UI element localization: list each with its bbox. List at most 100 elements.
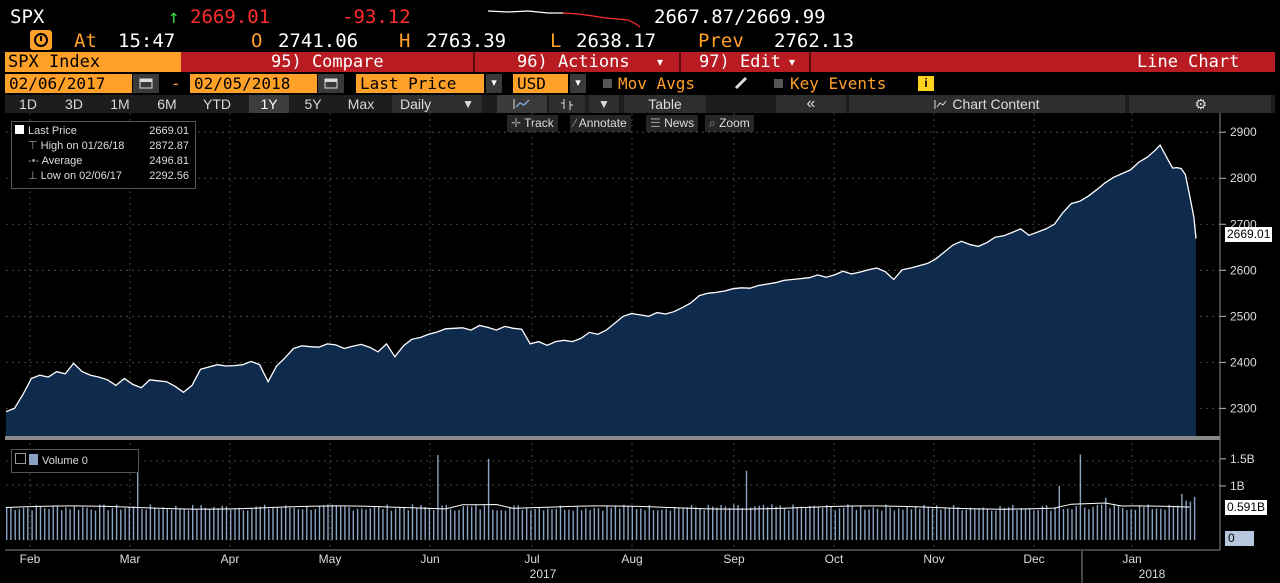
volume-bar (876, 508, 879, 540)
volume-bar (1024, 509, 1027, 540)
chart-style-dropdown-icon[interactable]: ▼ (589, 95, 619, 113)
high-marker-icon: ⊤ (28, 140, 41, 152)
period-tab-3d[interactable]: 3D (65, 96, 83, 112)
volume-bar (137, 456, 139, 540)
frequency-selector[interactable]: Daily ▼ (392, 95, 482, 113)
track-tool[interactable]: ✛ Track (507, 115, 558, 132)
volume-bar (170, 509, 173, 540)
table-button[interactable]: Table (624, 95, 706, 113)
volume-bar (864, 509, 866, 540)
volume-bar (1181, 494, 1183, 540)
end-calendar-icon[interactable] (318, 74, 344, 93)
field-selector[interactable]: Last Price (356, 74, 484, 93)
volume-bar (1084, 507, 1086, 540)
volume-bar (910, 509, 913, 540)
period-tab-5y[interactable]: 5Y (304, 96, 322, 112)
period-tab-6m[interactable]: 6M (157, 96, 177, 112)
volume-bar (657, 510, 659, 540)
volume-bar (551, 509, 553, 540)
pencil-icon[interactable] (734, 76, 748, 90)
volume-bar (378, 506, 380, 540)
volume-bar (991, 510, 993, 540)
alert-icon[interactable] (30, 30, 52, 50)
x-axis-ticks: Feb Mar Apr May Jun Jul Aug Sep Oct Nov Dec Jan 2017… (20, 551, 1166, 583)
volume-bar (204, 507, 207, 540)
volume-bar (221, 505, 223, 540)
volume-bar (1126, 510, 1128, 540)
volume-bar (77, 509, 80, 540)
volume-bar (940, 509, 942, 540)
edit-dropdown-icon[interactable]: ▾ (789, 55, 796, 69)
start-calendar-icon[interactable] (133, 74, 159, 93)
x-tick-month: Mar (120, 552, 141, 566)
field-dropdown-icon[interactable]: ▾ (486, 74, 502, 93)
legend-last-value: 2669.01 (149, 125, 189, 137)
actions-menu[interactable]: 96) Actions (517, 52, 630, 72)
volume-bar (483, 505, 486, 540)
volume-bar (411, 504, 414, 540)
volume-bar (509, 507, 511, 540)
volume-bar (580, 510, 583, 540)
edit-menu[interactable]: 97) Edit (699, 52, 781, 72)
volume-bar (995, 510, 997, 540)
volume-bar (572, 510, 574, 540)
security-field[interactable]: SPX Index (5, 52, 181, 72)
volume-bar (44, 508, 46, 540)
volume-bar (369, 508, 371, 540)
period-tab-1d[interactable]: 1D (19, 96, 37, 112)
info-icon[interactable]: i (918, 76, 934, 91)
x-tick-month: Oct (825, 552, 844, 566)
news-tool[interactable]: ☰ News (646, 115, 699, 132)
collapse-toggle-icon[interactable] (15, 453, 26, 464)
volume-bar (961, 510, 963, 540)
volume-bar (132, 506, 135, 540)
chart-content-button[interactable]: Chart Content (849, 95, 1125, 113)
settings-button[interactable]: ⚙ (1129, 95, 1271, 113)
volume-bar (555, 508, 557, 540)
volume-bar (1117, 505, 1120, 540)
chart-content-icon (934, 100, 947, 109)
up-arrow-icon: ↑ (168, 6, 180, 28)
key-events-label[interactable]: Key Events (790, 74, 887, 93)
fn-separator (679, 52, 681, 72)
bar-chart-button[interactable] (549, 95, 585, 113)
volume-bar (969, 507, 972, 540)
volume-bar (407, 510, 409, 540)
period-tab-1m[interactable]: 1M (110, 96, 130, 112)
volume-bar (293, 507, 295, 540)
volume-bar (466, 506, 469, 540)
line-chart-button[interactable] (497, 95, 547, 113)
volume-bar (1016, 510, 1018, 540)
currency-selector[interactable]: USD (513, 74, 568, 93)
actions-dropdown-icon[interactable]: ▾ (657, 55, 664, 69)
volume-bar (758, 505, 760, 540)
price-line (5, 143, 1197, 413)
track-label: Track (524, 116, 554, 130)
compare-button[interactable]: 95) Compare (271, 52, 384, 72)
period-tab-1y[interactable]: 1Y (249, 95, 289, 113)
volume-bar (242, 510, 245, 540)
collapse-left-icon[interactable]: « (776, 95, 846, 113)
mov-avgs-label[interactable]: Mov Avgs (618, 74, 696, 93)
chart-type-label[interactable]: Line Chart (1137, 52, 1240, 72)
period-tab-max[interactable]: Max (347, 96, 375, 112)
volume-bar (462, 506, 464, 540)
volume-bar (10, 507, 12, 540)
period-tab-ytd[interactable]: YTD (203, 96, 231, 112)
annotate-tool[interactable]: ⁄ Annotate (570, 115, 631, 132)
currency-dropdown-icon[interactable]: ▾ (570, 74, 586, 93)
volume-bar (919, 508, 921, 540)
volume-bar (517, 505, 519, 540)
volume-bar (238, 507, 240, 540)
mov-avgs-checkbox[interactable] (603, 79, 612, 88)
end-date-input[interactable]: 02/05/2018 (190, 74, 317, 93)
key-events-checkbox[interactable] (774, 79, 783, 88)
volume-bar (158, 509, 160, 540)
volume-bar (707, 504, 710, 540)
zoom-tool[interactable]: ⌕ Zoom (705, 115, 754, 132)
volume-bar (585, 508, 587, 540)
legend-last-label: Last Price (28, 125, 77, 137)
volume-bar (1033, 510, 1035, 540)
start-date-input[interactable]: 02/06/2017 (5, 74, 132, 93)
